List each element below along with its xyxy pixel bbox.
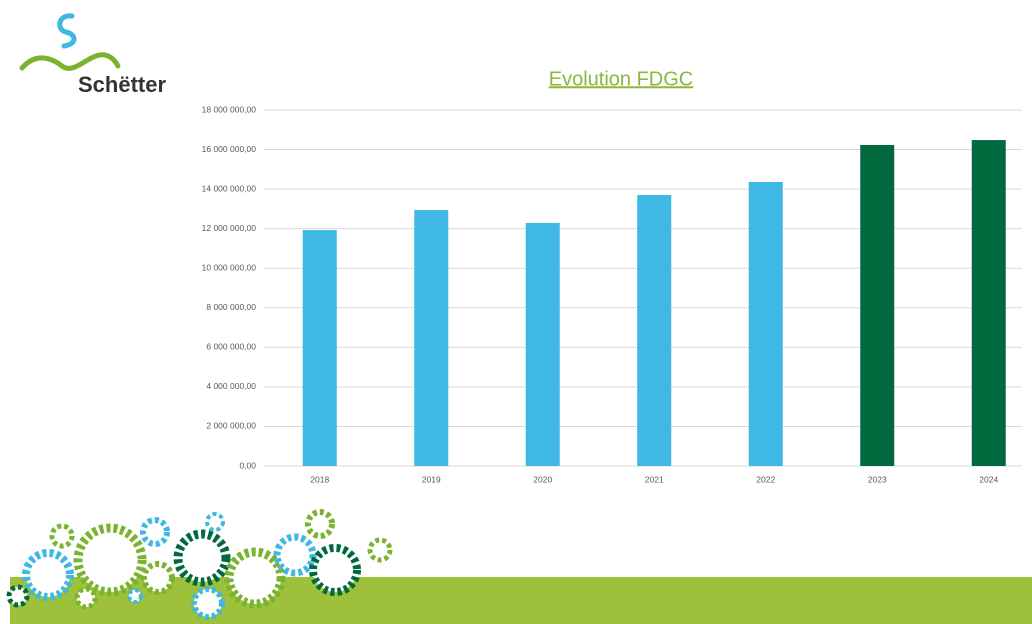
gears-decoration (6, 509, 393, 620)
y-tick-label: 14 000 000,00 (202, 183, 257, 193)
x-tick-label: 2022 (756, 474, 775, 484)
x-tick-label: 2023 (868, 474, 887, 484)
bar (302, 230, 337, 466)
logo-text: Schëtter (78, 72, 166, 97)
x-tick-label: 2021 (645, 474, 664, 484)
bar (414, 210, 449, 466)
bar (971, 140, 1006, 466)
bar (637, 195, 672, 467)
bar (860, 145, 895, 467)
y-tick-label: 8 000 000,00 (206, 302, 256, 312)
y-tick-label: 16 000 000,00 (202, 144, 257, 154)
chart-title: Evolution FDGC (549, 68, 694, 90)
y-tick-label: 4 000 000,00 (206, 381, 256, 391)
y-tick-label: 12 000 000,00 (202, 223, 257, 233)
x-tick-label: 2024 (979, 474, 998, 484)
bar (748, 181, 783, 467)
logo: Schëtter (19, 13, 166, 97)
bar (525, 222, 560, 466)
y-tick-label: 2 000 000,00 (206, 421, 256, 431)
footer-band (10, 577, 1032, 624)
x-tick-label: 2019 (422, 474, 441, 484)
y-tick-label: 18 000 000,00 (202, 104, 257, 114)
y-tick-label: 6 000 000,00 (206, 342, 256, 352)
y-tick-label: 0,00 (239, 460, 256, 470)
x-tick-label: 2018 (310, 474, 329, 484)
x-tick-label: 2020 (533, 474, 552, 484)
y-tick-label: 10 000 000,00 (202, 262, 257, 272)
